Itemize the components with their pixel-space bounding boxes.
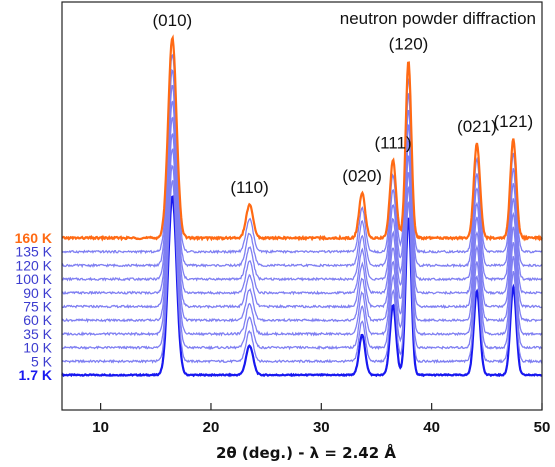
peak-label: (021) bbox=[457, 117, 497, 136]
temp-label: 160 K bbox=[15, 230, 52, 246]
trace-1p7K bbox=[61, 195, 543, 378]
peak-labels: (010) (110) (020) (111) (120) (021)(121) bbox=[153, 11, 534, 197]
peak-label: (020) bbox=[342, 166, 382, 185]
trace-10K bbox=[61, 164, 543, 351]
trace-160K bbox=[61, 34, 543, 242]
temp-label: 5 K bbox=[31, 353, 53, 369]
trace-120K bbox=[61, 68, 543, 269]
x-tick-label: 40 bbox=[423, 419, 440, 436]
temp-label: 10 K bbox=[23, 340, 52, 356]
x-tick-label: 50 bbox=[534, 419, 551, 436]
peak-label: (010) bbox=[153, 11, 193, 30]
x-axis-label: 2θ (deg.) - λ = 2.42 Å bbox=[216, 443, 396, 462]
temp-label: 135 K bbox=[15, 244, 52, 260]
peak-label: (121) bbox=[493, 112, 533, 131]
trace-60K bbox=[61, 132, 543, 323]
x-tick-label: 30 bbox=[313, 419, 330, 436]
traces-group bbox=[61, 34, 543, 378]
temp-label: 1.7 K bbox=[19, 367, 52, 383]
x-tick-label: 20 bbox=[203, 419, 220, 436]
chart-title: neutron powder diffraction bbox=[340, 9, 536, 28]
x-axis-ticks: 10 20 30 40 50 bbox=[92, 403, 550, 436]
temp-label: 60 K bbox=[23, 312, 52, 328]
trace-75K bbox=[61, 116, 543, 310]
trace-5K bbox=[61, 180, 543, 364]
trace-35K bbox=[61, 147, 543, 337]
plot-frame bbox=[61, 1, 543, 411]
trace-90K bbox=[61, 100, 543, 296]
trace-135K bbox=[61, 53, 543, 255]
peak-label: (111) bbox=[374, 133, 411, 152]
peak-label: (120) bbox=[389, 35, 429, 54]
x-tick-label: 10 bbox=[92, 419, 109, 436]
temp-label: 120 K bbox=[15, 257, 52, 273]
peak-label: (110) bbox=[230, 178, 268, 197]
temp-label: 75 K bbox=[23, 299, 52, 315]
trace-100K bbox=[61, 84, 543, 282]
temp-label: 35 K bbox=[23, 326, 52, 342]
temp-label: 90 K bbox=[23, 285, 52, 301]
temp-label: 100 K bbox=[15, 271, 52, 287]
